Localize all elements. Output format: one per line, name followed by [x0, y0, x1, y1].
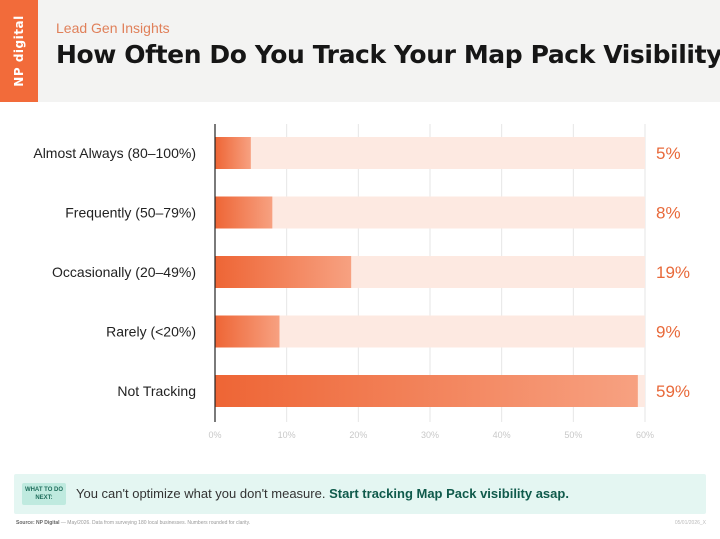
- callout-tag: WHAT TO DO NEXT:: [22, 483, 66, 505]
- category-label: Occasionally (20–49%): [52, 264, 196, 280]
- value-label: 59%: [656, 382, 690, 401]
- value-label: 19%: [656, 263, 690, 282]
- what-to-do-next-callout: WHAT TO DO NEXT: You can't optimize what…: [14, 474, 706, 514]
- x-tick-label: 40%: [493, 430, 511, 440]
- bars: [215, 137, 638, 407]
- footer-id: 05/01/2026_X: [674, 520, 706, 526]
- header: NP digital Lead Gen Insights How Often D…: [0, 0, 720, 102]
- x-tick-label: 10%: [278, 430, 296, 440]
- bar: [215, 256, 352, 288]
- bar: [215, 137, 251, 169]
- bar-chart: Almost Always (80–100%) Frequently (50–79…: [33, 124, 690, 440]
- bar-track: [215, 315, 645, 348]
- callout-text: You can't optimize what you don't measur…: [76, 486, 569, 501]
- category-label: Not Tracking: [117, 383, 196, 399]
- page-title: How Often Do You Track Your Map Pack Vis…: [56, 40, 720, 69]
- x-tick-label: 50%: [564, 430, 582, 440]
- bar-track: [215, 196, 645, 229]
- x-tick-label: 20%: [349, 430, 367, 440]
- subtitle: Lead Gen Insights: [56, 20, 170, 36]
- callout-emphasis: Start tracking Map Pack visibility asap.: [329, 486, 569, 501]
- x-tick-label: 30%: [421, 430, 439, 440]
- value-label: 5%: [656, 144, 681, 163]
- source-label: Source: NP Digital: [16, 520, 60, 526]
- bar: [215, 315, 280, 348]
- bar: [215, 375, 638, 407]
- source-text: — May/2026. Data from surveying 180 loca…: [59, 520, 251, 526]
- bar: [215, 196, 273, 229]
- value-label: 8%: [656, 204, 681, 223]
- value-labels: 5% 8% 19% 9% 59%: [656, 144, 690, 401]
- value-label: 9%: [656, 323, 681, 342]
- callout-body: You can't optimize what you don't measur…: [76, 486, 330, 501]
- category-label: Rarely (<20%): [106, 324, 196, 340]
- x-tick-label: 0%: [208, 430, 221, 440]
- category-label: Frequently (50–79%): [65, 205, 196, 221]
- logo-text: NP digital: [12, 15, 26, 87]
- x-axis-ticks: 0% 10% 20% 30% 40% 50% 60%: [208, 430, 654, 440]
- np-digital-logo: NP digital: [0, 0, 38, 102]
- category-label: Almost Always (80–100%): [33, 145, 196, 161]
- x-tick-label: 60%: [636, 430, 654, 440]
- category-labels: Almost Always (80–100%) Frequently (50–79…: [33, 145, 196, 399]
- bar-track: [215, 137, 645, 169]
- footer-source: Source: NP Digital — May/2026. Data from…: [16, 520, 250, 526]
